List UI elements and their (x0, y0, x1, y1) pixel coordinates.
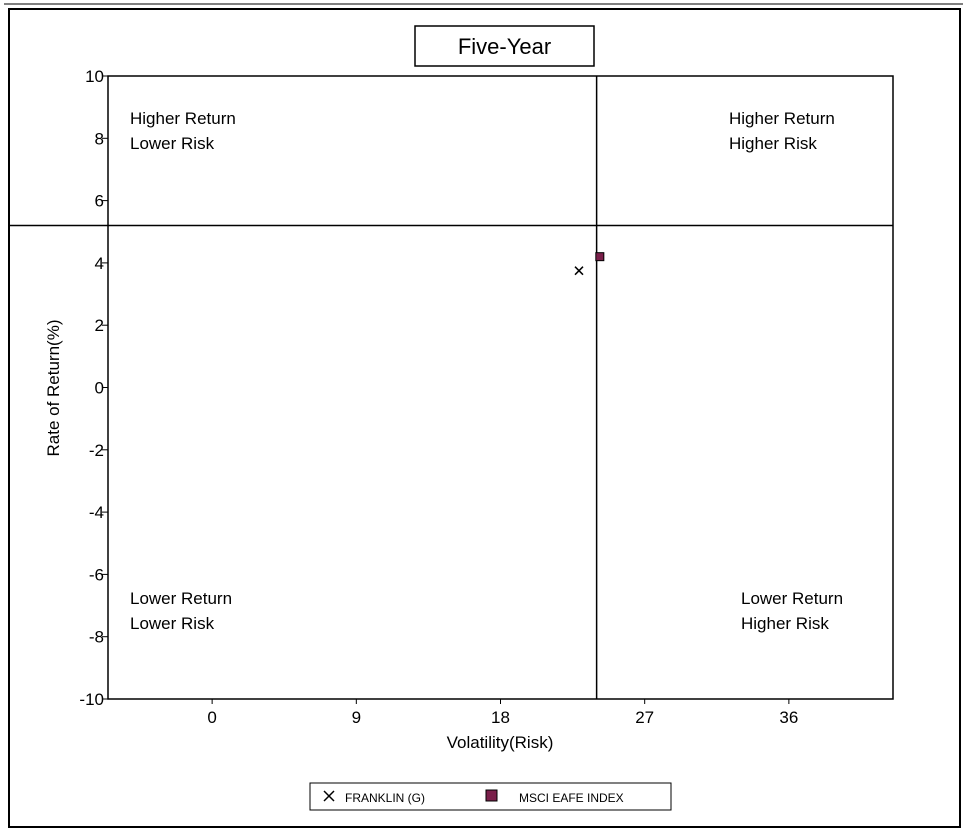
x-axis-label: Volatility(Risk) (447, 733, 554, 752)
y-tick-label: -2 (89, 441, 104, 460)
y-tick-label: 10 (85, 67, 104, 86)
point-franklin (574, 266, 584, 276)
y-tick-label: -10 (79, 690, 104, 709)
chart-frame (8, 8, 961, 828)
y-tick-label: 8 (95, 129, 104, 148)
legend-marker-x-icon (323, 790, 335, 802)
quadrant-top-right-line1: Higher Return (729, 109, 835, 128)
legend-marker-square-icon (485, 789, 498, 802)
x-tick-label: 18 (491, 708, 510, 727)
y-axis-label: Rate of Return(%) (44, 320, 63, 457)
chart-title-box (414, 25, 595, 67)
y-tick-label: -8 (89, 628, 104, 647)
y-tick-label: -6 (89, 565, 104, 584)
data-points (574, 252, 605, 276)
y-tick-label: 2 (95, 316, 104, 335)
x-tick-label: 36 (779, 708, 798, 727)
quadrant-bottom-left-line1: Lower Return (130, 589, 232, 608)
x-tick-label: 27 (635, 708, 654, 727)
x-tick-label: 9 (352, 708, 361, 727)
y-tick-label: 4 (95, 254, 104, 273)
x-tick-label: 0 (207, 708, 216, 727)
quadrant-top-left-line1: Higher Return (130, 109, 236, 128)
legend-label-msci: MSCI EAFE INDEX (519, 791, 624, 805)
quadrant-bottom-left-line2: Lower Risk (130, 614, 215, 633)
y-tick-label: 0 (95, 379, 104, 398)
y-tick-label: -4 (89, 503, 104, 522)
y-tick-label: 6 (95, 192, 104, 211)
y-axis-ticks: 10 8 6 4 2 0 -2 -4 -6 -8 -10 (79, 67, 108, 709)
quadrant-bottom-right-line2: Higher Risk (741, 614, 829, 633)
chart-title: Five-Year (458, 34, 551, 59)
quadrant-top-right-line2: Higher Risk (729, 134, 817, 153)
quadrant-top-left-line2: Lower Risk (130, 134, 215, 153)
legend-label-franklin: FRANKLIN (G) (345, 791, 425, 805)
x-axis-ticks: 0 9 18 27 36 (207, 699, 798, 727)
quadrant-bottom-right-line1: Lower Return (741, 589, 843, 608)
point-msci-eafe (595, 252, 605, 262)
